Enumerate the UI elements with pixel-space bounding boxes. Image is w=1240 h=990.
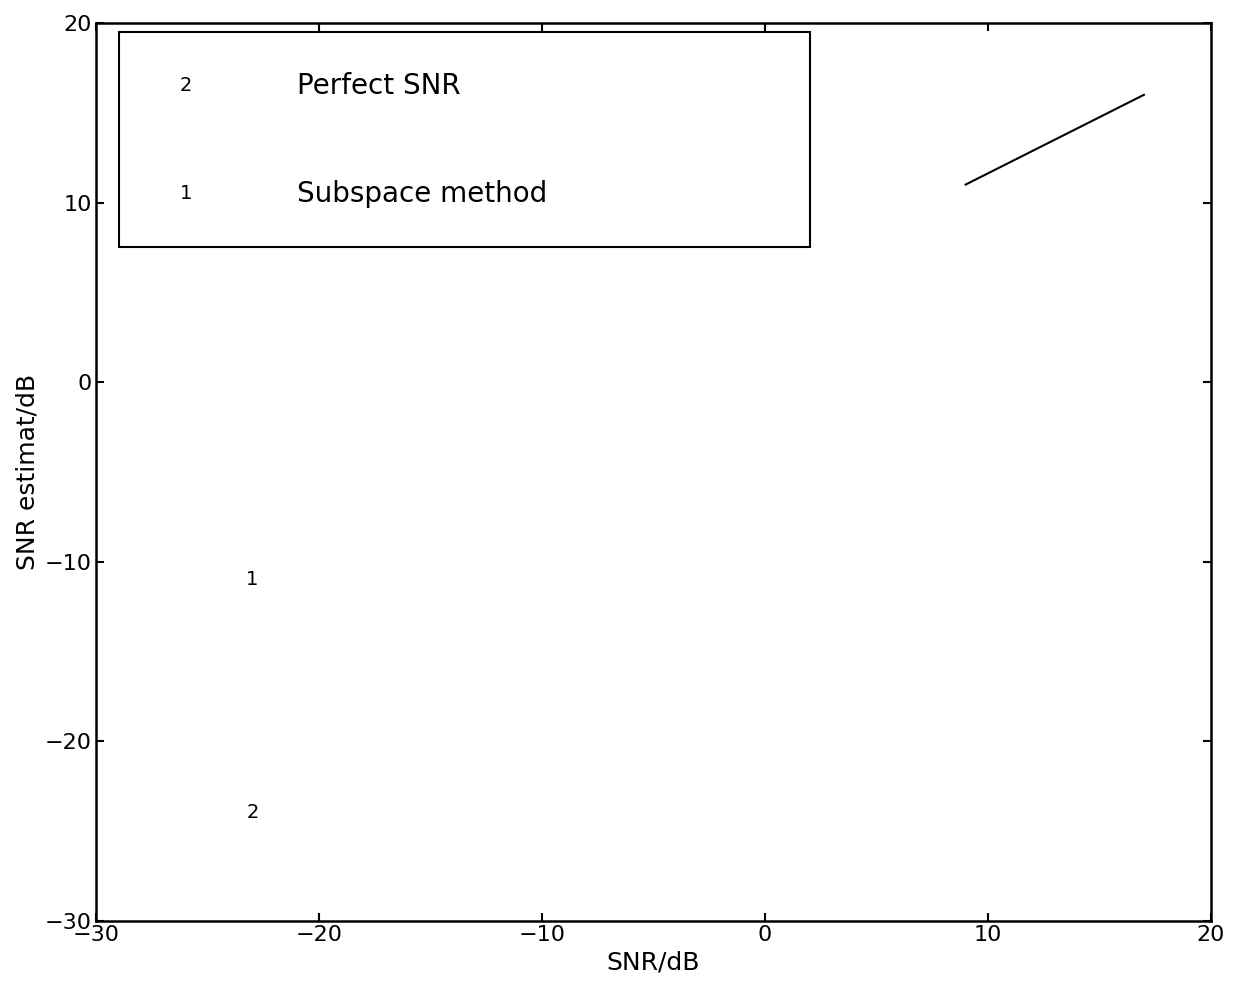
Bar [119, 32, 810, 248]
Text: 2: 2 [247, 803, 259, 823]
Text: 1: 1 [247, 570, 259, 589]
Text: 1: 1 [180, 184, 192, 203]
Y-axis label: SNR estimat/dB: SNR estimat/dB [15, 374, 38, 570]
X-axis label: SNR/dB: SNR/dB [606, 951, 701, 975]
Text: 2: 2 [180, 76, 192, 95]
Text: Subspace method: Subspace method [298, 179, 547, 208]
Text: Perfect SNR: Perfect SNR [298, 72, 460, 100]
